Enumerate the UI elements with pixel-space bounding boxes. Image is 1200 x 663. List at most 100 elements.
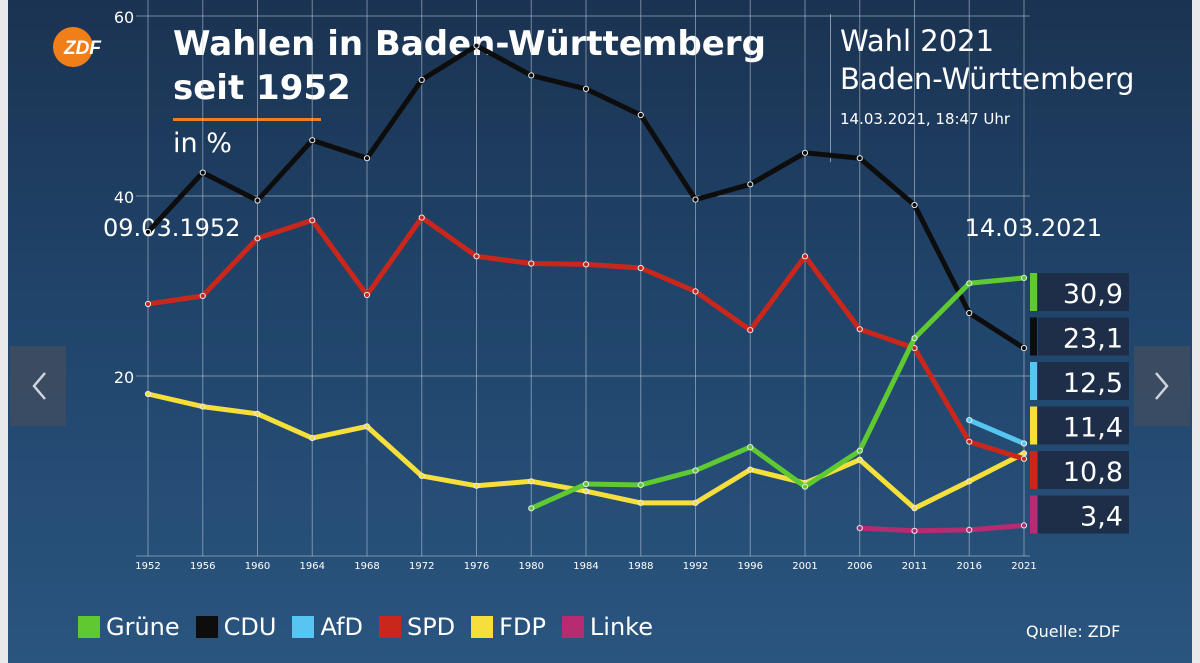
previous-chart-button[interactable] (10, 346, 66, 426)
legend-label: FDP (499, 613, 546, 641)
header-divider (830, 14, 831, 162)
source-note: Quelle: ZDF (1026, 622, 1121, 641)
series-line (145, 391, 1027, 511)
legend-item: FDP (471, 613, 546, 641)
result-box (1038, 362, 1129, 400)
data-point (911, 335, 918, 342)
start-date-label: 09.03.1952 (103, 214, 240, 242)
result-color-bar (1030, 362, 1037, 400)
x-tick-label: 1996 (738, 561, 763, 572)
next-chart-button[interactable] (1134, 346, 1190, 426)
series-linke (856, 522, 1028, 534)
result-value: 11,4 (1063, 413, 1123, 444)
legend-item: Linke (561, 613, 653, 641)
zdf-logo: ZDF (53, 27, 102, 67)
election-line-1: Wahl 2021 (840, 24, 995, 58)
data-point (363, 423, 371, 430)
data-point (856, 326, 863, 333)
x-tick-label: 1960 (245, 561, 270, 572)
data-point (418, 214, 425, 221)
title-line-1: Wahlen in Baden-Württemberg (173, 24, 766, 64)
result-value: 23,1 (1063, 324, 1123, 355)
x-tick-label: 1956 (190, 561, 215, 572)
chart-card: ZDF Wahlen in Baden-Württemberg seit 195… (8, 0, 1192, 663)
data-point (199, 169, 206, 176)
series-line (528, 275, 1027, 511)
result-label-gruene: 30,9 (1030, 273, 1129, 311)
data-point (966, 526, 973, 534)
result-label-spd: 10,8 (1030, 451, 1129, 489)
data-point (911, 201, 918, 209)
legend-label: Grüne (106, 613, 180, 641)
data-point (582, 261, 590, 268)
result-color-bar (1030, 406, 1037, 445)
data-point (966, 438, 973, 445)
data-point (473, 482, 480, 489)
x-tick-label: 1976 (464, 561, 489, 572)
title-underline (173, 118, 321, 121)
legend-swatch (471, 616, 494, 638)
series-line (966, 417, 1027, 446)
data-point (582, 85, 590, 93)
data-point (747, 466, 754, 473)
x-tick-label: 2011 (902, 561, 927, 572)
data-point (856, 447, 863, 454)
data-point (911, 505, 918, 512)
data-point (582, 488, 590, 495)
x-tick-label: 1972 (409, 561, 434, 572)
data-point (801, 253, 809, 260)
data-point (911, 527, 918, 534)
election-line-2: Baden-Württemberg (840, 62, 1135, 96)
chevron-right-icon (1155, 372, 1169, 400)
result-label-linke: 3,4 (1030, 495, 1129, 534)
data-point (637, 481, 644, 488)
series-line (145, 43, 1027, 351)
series-line (145, 215, 1027, 462)
data-point (692, 467, 699, 474)
legend-item: Grüne (78, 613, 180, 641)
legend-swatch (195, 616, 218, 638)
data-point (473, 42, 480, 49)
election-timestamp: 14.03.2021, 18:47 Uhr (840, 110, 1011, 128)
result-value: 30,9 (1063, 279, 1123, 310)
series-line (857, 522, 1027, 534)
y-tick-label: 60 (114, 8, 134, 27)
legend-label: AfD (320, 613, 363, 641)
data-point (747, 181, 754, 188)
data-point (856, 525, 863, 532)
legend-item: CDU (195, 613, 276, 641)
data-point (309, 435, 316, 442)
data-point (309, 137, 316, 144)
data-point (144, 228, 152, 236)
data-point (637, 499, 644, 506)
end-date-label: 14.03.2021 (965, 214, 1102, 242)
data-point (1020, 345, 1028, 352)
data-point (199, 403, 206, 410)
data-point (747, 327, 754, 334)
series-gruene (528, 274, 1028, 512)
data-point (1020, 455, 1028, 462)
data-point (1020, 274, 1028, 281)
data-point (254, 197, 261, 204)
data-point (144, 390, 152, 398)
result-label-fdp: 11,4 (1030, 406, 1129, 445)
result-value: 12,5 (1063, 368, 1123, 399)
legend-swatch (378, 616, 401, 638)
y-tick-label: 40 (114, 188, 134, 207)
data-point (801, 483, 809, 490)
result-value: 3,4 (1080, 502, 1123, 533)
data-point (747, 444, 754, 451)
data-point (473, 253, 480, 260)
result-color-bar (1030, 273, 1037, 311)
x-tick-label: 2001 (792, 561, 817, 572)
data-point (966, 309, 973, 317)
legend-swatch (561, 616, 584, 638)
data-point (692, 196, 699, 203)
legend-label: SPD (406, 613, 456, 641)
result-label-afd: 12,5 (1030, 362, 1129, 400)
chart-legend: Grüne CDU AfD SPD FDP Linke (78, 610, 669, 644)
legend-item: SPD (378, 613, 456, 641)
y-tick-label: 20 (114, 368, 134, 387)
data-point (1020, 440, 1028, 447)
series-cdu (144, 42, 1028, 352)
